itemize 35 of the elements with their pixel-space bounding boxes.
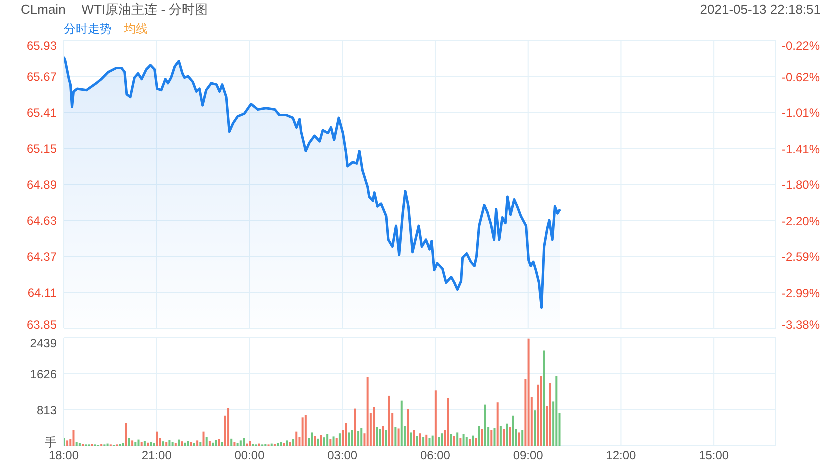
y-tick-label: 64.63 (26, 214, 58, 228)
y2-tick-label: -1.01% (782, 106, 820, 120)
x-tick-label: 12:00 (606, 448, 637, 463)
series-label: 分时走势 (64, 21, 112, 37)
y-tick-label: 64.37 (26, 250, 58, 264)
y-tick-label: 65.15 (26, 142, 58, 156)
x-tick-label: 15:00 (699, 448, 730, 463)
y-tick-label: 64.89 (26, 178, 58, 192)
y-tick-label: 65.67 (26, 70, 58, 84)
y-tick-label: 813 (36, 403, 58, 418)
y-tick-label: 手 (45, 435, 57, 450)
y2-tick-label: -2.20% (782, 214, 820, 228)
legend-label: 均线 (124, 21, 148, 37)
x-tick-label: 06:00 (420, 448, 451, 463)
x-tick-label: 03:00 (328, 448, 358, 463)
x-tick-label: 00:00 (234, 448, 266, 463)
y-tick-label: 1626 (30, 367, 58, 382)
y-tick-label: 65.41 (26, 106, 58, 120)
x-tick-label: 18:00 (48, 448, 80, 463)
y2-tick-label: -0.62% (782, 70, 820, 84)
y2-tick-label: -2.99% (782, 286, 820, 300)
y2-tick-label: -1.80% (782, 178, 820, 192)
y2-tick-label: -2.59% (782, 250, 820, 264)
x-tick-label: 09:00 (513, 448, 544, 463)
y-tick-label: 63.85 (26, 318, 58, 332)
y-tick-label: 64.11 (28, 286, 58, 300)
chart-title: CLmain (21, 2, 66, 18)
x-tick-label: 21:00 (142, 448, 172, 463)
y2-tick-label: -3.38% (782, 318, 820, 332)
y2-tick-label: -1.41% (782, 142, 820, 156)
chart-subtitle: WTI原油主连 - 分时图 (82, 2, 208, 18)
y-tick-label: 2439 (30, 336, 58, 350)
text: 2021-05-13 22:18:51 (700, 2, 821, 18)
y2-tick-label: -0.22% (782, 38, 820, 53)
y-tick-label: 65.93 (26, 38, 58, 53)
